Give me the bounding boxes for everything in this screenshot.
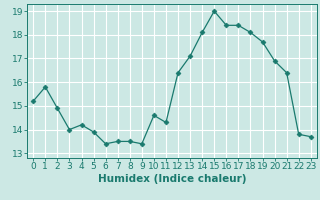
X-axis label: Humidex (Indice chaleur): Humidex (Indice chaleur) — [98, 174, 246, 184]
